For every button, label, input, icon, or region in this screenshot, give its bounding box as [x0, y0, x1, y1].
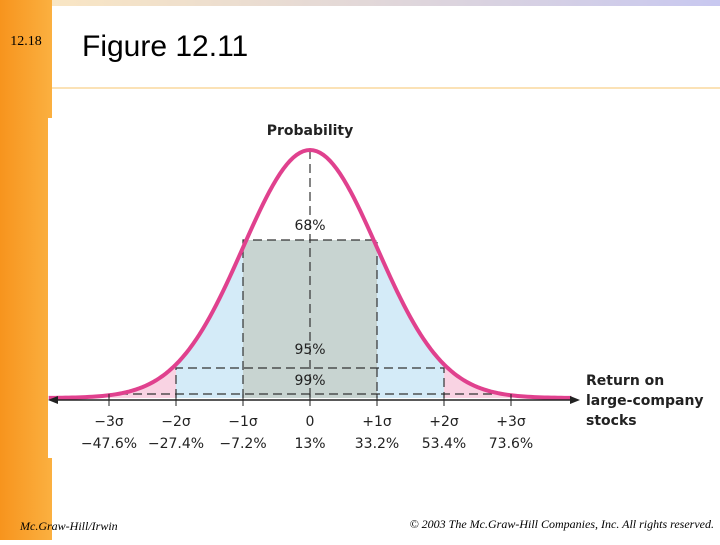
curve — [48, 147, 572, 400]
return-label: 33.2% — [355, 436, 399, 452]
return-label: −27.4% — [148, 436, 204, 452]
top-strip — [0, 0, 720, 6]
return-label: −47.6% — [81, 436, 137, 452]
x-axis-label: Return on — [586, 373, 664, 389]
sigma-label: −3σ — [94, 414, 124, 430]
box-95 — [175, 367, 445, 398]
x-axis-label: stocks — [586, 413, 637, 429]
sigma-label: +1σ — [362, 414, 392, 430]
sigma-label: −1σ — [228, 414, 258, 430]
band-label: 99% — [294, 373, 325, 389]
arrow-right — [570, 396, 580, 404]
footer-left: Mc.Graw-Hill/Irwin — [19, 519, 118, 533]
return-label: 53.4% — [422, 436, 466, 452]
slide-number: 12.18 — [10, 34, 42, 49]
arrow-left — [48, 396, 58, 404]
return-label: 13% — [294, 436, 325, 452]
band-label: 95% — [294, 342, 325, 358]
y-axis-label: Probability — [267, 123, 354, 139]
footer-right: © 2003 The Mc.Graw-Hill Companies, Inc. … — [410, 517, 714, 531]
band-label: 68% — [294, 218, 325, 234]
x-axis-label: large-company — [586, 393, 704, 409]
return-label: −7.2% — [219, 436, 266, 452]
slide-title: Figure 12.11 — [82, 30, 248, 63]
sigma-label: 0 — [306, 414, 315, 430]
sigma-label: +3σ — [496, 414, 526, 430]
sigma-label: −2σ — [161, 414, 191, 430]
figure: Probability 68% 95% 99% −3σ −47.6% −2σ −27.4% −1… — [48, 118, 704, 458]
sigma-label: +2σ — [429, 414, 459, 430]
side-bar — [0, 0, 52, 540]
return-label: 73.6% — [489, 436, 533, 452]
